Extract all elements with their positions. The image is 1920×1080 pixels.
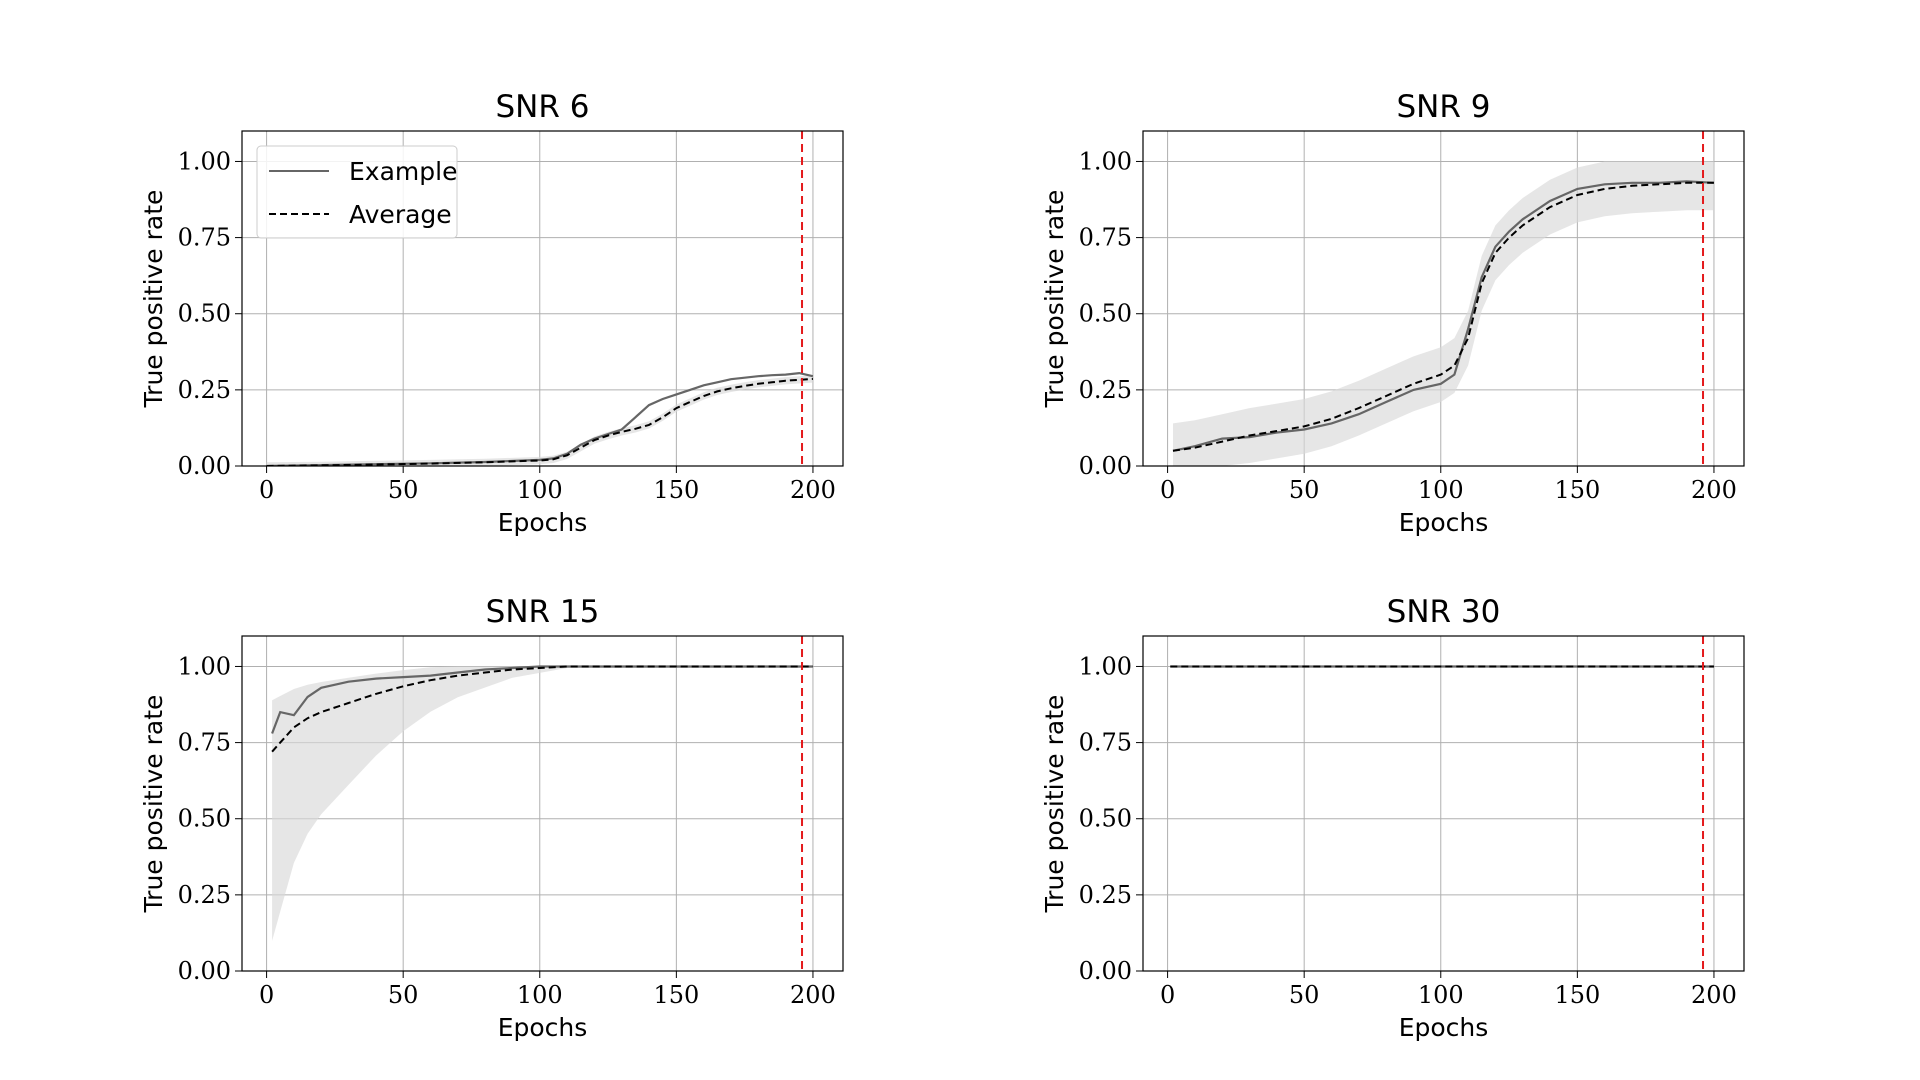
y-tick-label: 0.00	[1079, 957, 1132, 985]
y-tick-label: 1.00	[178, 147, 231, 175]
subplot-4: 0 50 100 150 200 0.00 0.25 0.50 0.75 1.00 SNR 30 Ep…	[1040, 594, 1745, 1042]
x-tick-label: 150	[653, 981, 699, 1009]
y-axis-label: True positive rate	[139, 695, 168, 914]
runs-band	[1173, 161, 1714, 466]
x-tick-label: 100	[1418, 476, 1464, 504]
y-tick-label: 0.00	[178, 452, 231, 480]
y-tick-label: 0.25	[1079, 881, 1132, 909]
chart-title: SNR 30	[1387, 594, 1501, 630]
subplot-3: 0 50 100 150 200 0.00 0.25 0.50 0.75 1.00 SNR 15 Ep…	[139, 594, 844, 1042]
x-tick-label: 50	[1289, 981, 1320, 1009]
x-axis-label: Epochs	[1399, 1013, 1489, 1042]
x-axis-label: Epochs	[1399, 508, 1489, 537]
y-tick-label: 0.00	[178, 957, 231, 985]
y-tick-label: 0.00	[1079, 452, 1132, 480]
x-tick-label: 150	[1554, 476, 1600, 504]
x-tick-label: 0	[259, 981, 274, 1009]
x-tick-label: 0	[1160, 476, 1175, 504]
y-tick-label: 0.50	[1079, 805, 1132, 833]
subplot-2: 0 50 100 150 200 0.00 0.25 0.50 0.75 1.00 SNR 9 Epo…	[1040, 89, 1745, 537]
y-tick-label: 0.25	[178, 881, 231, 909]
y-tick-label: 0.50	[178, 300, 231, 328]
y-tick-label: 0.25	[1079, 376, 1132, 404]
chart-title: SNR 6	[496, 89, 590, 125]
series-line-example	[266, 371, 814, 466]
x-tick-label: 200	[1691, 981, 1737, 1009]
subplot-1: 0 50 100 150 200 0.00 0.25 0.50 0.75 1.00 SNR 6 Epo…	[139, 89, 844, 537]
plot-area	[271, 665, 813, 941]
axes-frame	[241, 130, 844, 467]
y-tick-label: 0.75	[1079, 224, 1132, 252]
x-tick-label: 200	[790, 981, 836, 1009]
x-tick-label: 0	[1160, 981, 1175, 1009]
y-tick-label: 0.50	[178, 805, 231, 833]
x-tick-label: 200	[790, 476, 836, 504]
y-tick-label: 0.50	[1079, 300, 1132, 328]
runs-band	[272, 666, 813, 941]
y-axis-label: True positive rate	[1040, 695, 1069, 914]
legend-label-average: Average	[349, 200, 452, 229]
y-tick-label: 1.00	[1079, 652, 1132, 680]
y-tick-label: 1.00	[178, 652, 231, 680]
x-axis-label: Epochs	[498, 508, 588, 537]
plot-area	[266, 371, 814, 466]
axes-frame	[241, 635, 844, 972]
axes-frame	[1142, 130, 1745, 467]
x-tick-label: 50	[388, 981, 419, 1009]
y-tick-label: 0.75	[178, 224, 231, 252]
y-tick-label: 0.25	[178, 376, 231, 404]
series-line-average	[271, 665, 813, 753]
series-line-average	[1172, 181, 1714, 452]
x-tick-label: 0	[259, 476, 274, 504]
x-tick-label: 50	[1289, 476, 1320, 504]
x-tick-label: 50	[388, 476, 419, 504]
y-axis-label: True positive rate	[1040, 190, 1069, 409]
x-tick-label: 100	[517, 981, 563, 1009]
x-tick-label: 100	[517, 476, 563, 504]
legend-label-example: Example	[349, 157, 457, 186]
axes-frame	[1142, 635, 1745, 972]
y-tick-label: 0.75	[178, 729, 231, 757]
chart-title: SNR 15	[486, 594, 600, 630]
y-axis-label: True positive rate	[139, 190, 168, 409]
chart-title: SNR 9	[1397, 89, 1491, 125]
y-tick-label: 1.00	[1079, 147, 1132, 175]
x-tick-label: 150	[653, 476, 699, 504]
x-tick-label: 150	[1554, 981, 1600, 1009]
x-axis-label: Epochs	[498, 1013, 588, 1042]
y-tick-label: 0.75	[1079, 729, 1132, 757]
x-tick-label: 200	[1691, 476, 1737, 504]
plot-area	[1172, 161, 1714, 466]
x-tick-label: 100	[1418, 981, 1464, 1009]
